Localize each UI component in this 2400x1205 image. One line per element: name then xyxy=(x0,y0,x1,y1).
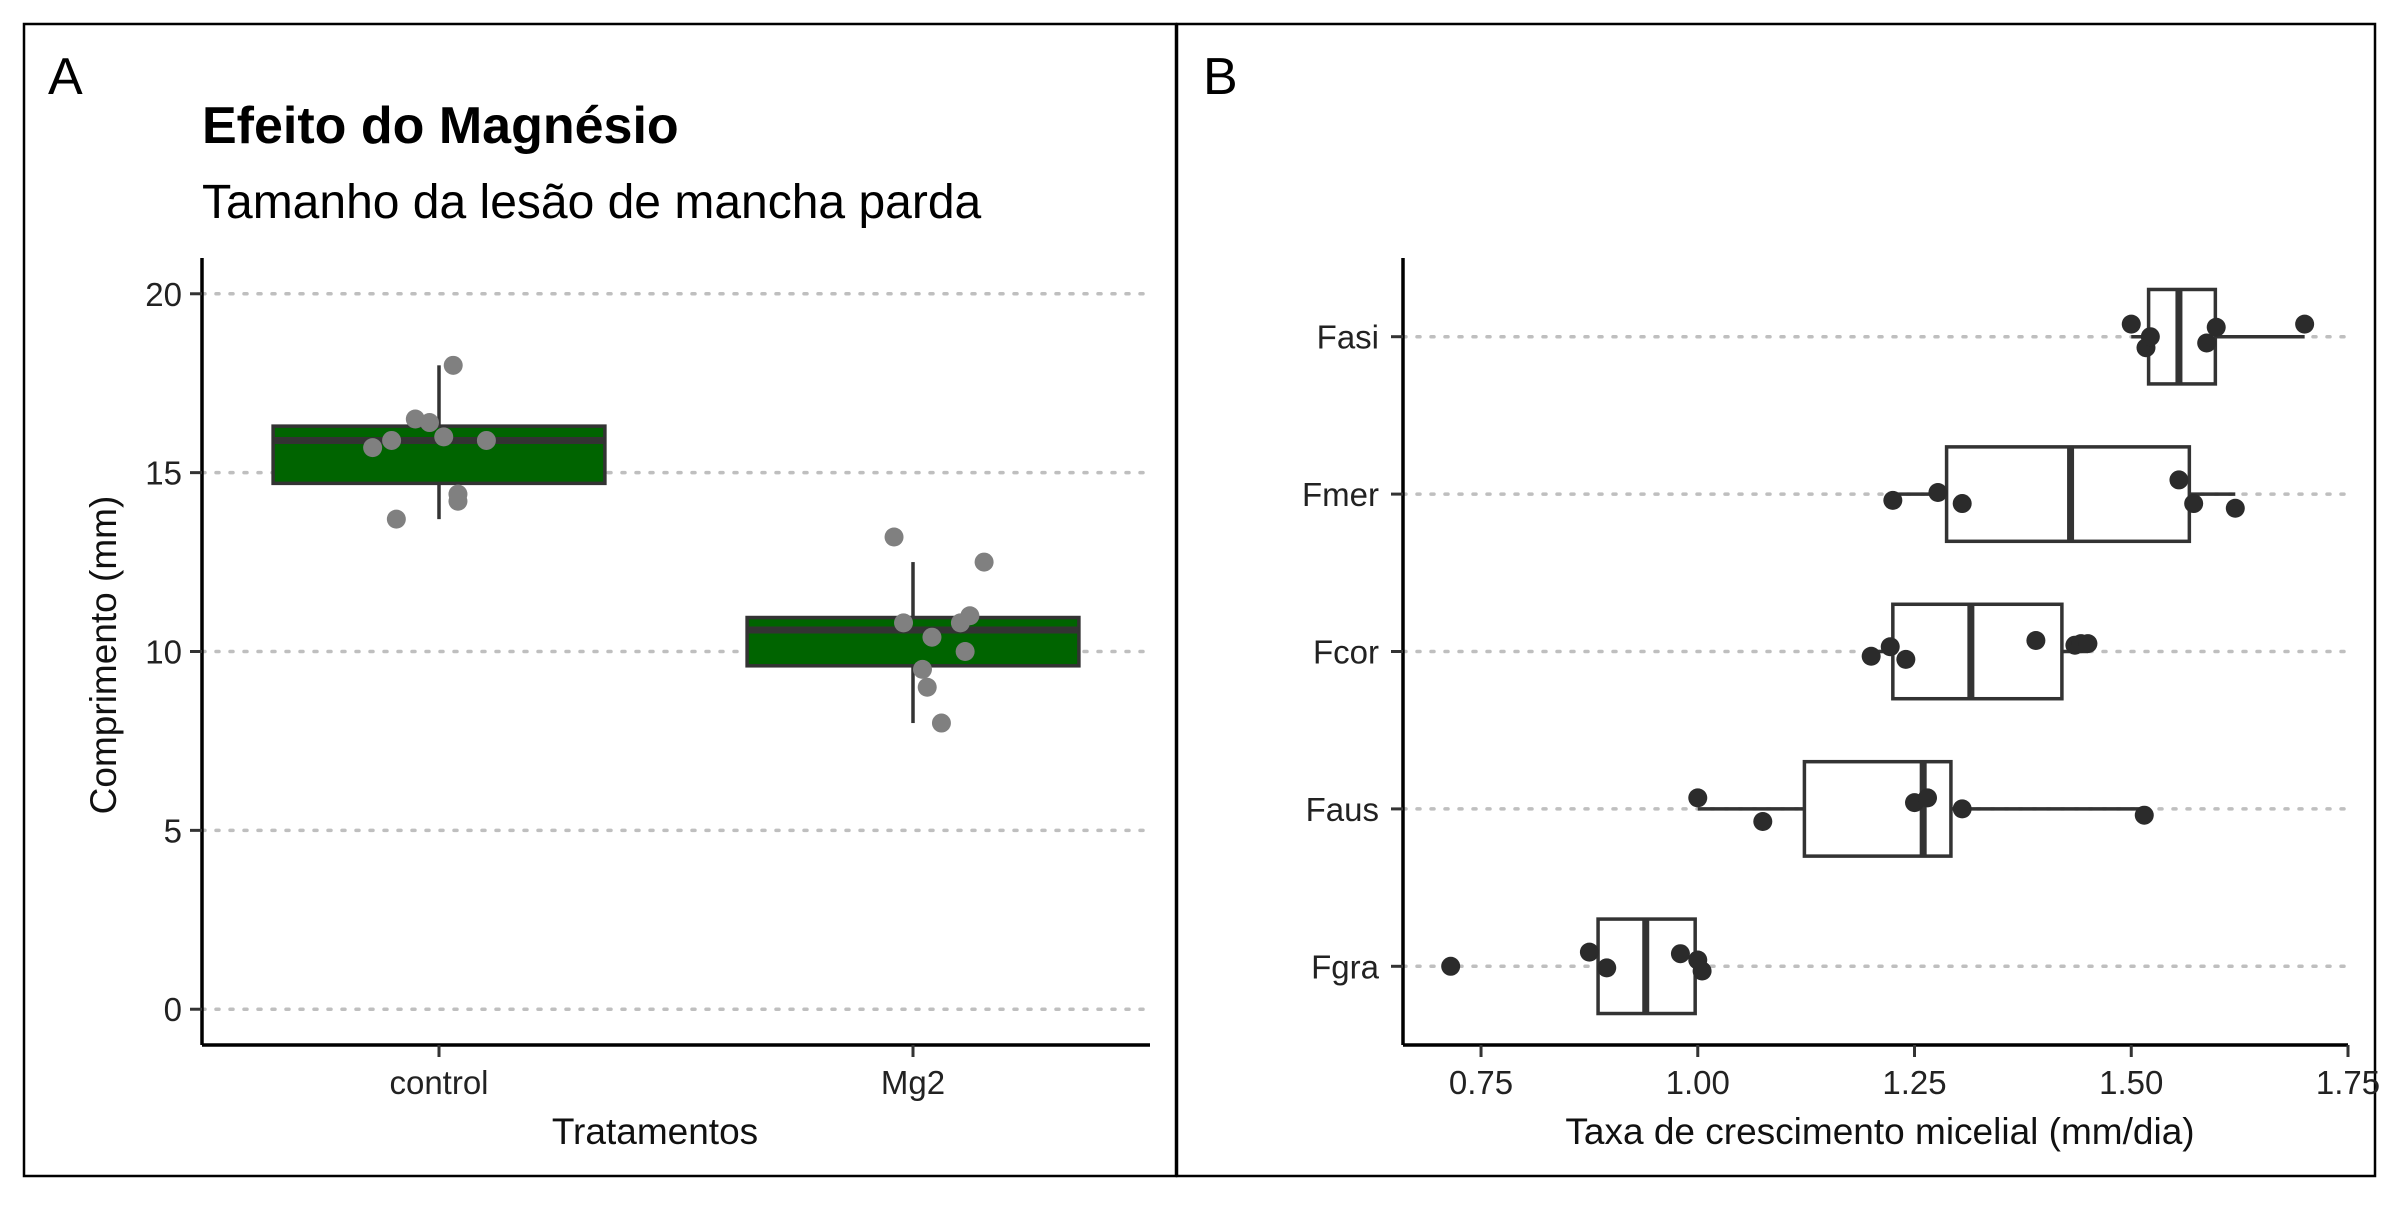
b-x-axis-title: Taxa de crescimento micelial (mm/dia) xyxy=(1565,1111,2194,1152)
b-data-point xyxy=(1579,942,1599,962)
a-data-point xyxy=(382,430,402,450)
a-data-point xyxy=(955,642,975,661)
a-jitter-points xyxy=(363,355,994,733)
a-x-ticks: control Mg2 xyxy=(389,1045,945,1101)
a-data-point xyxy=(894,613,914,633)
panel-a-tag: A xyxy=(48,48,83,106)
b-box xyxy=(1802,759,1953,858)
b-x-tick-label: 1.00 xyxy=(1666,1064,1730,1101)
a-y-tick-label: 20 xyxy=(145,276,182,313)
b-data-point xyxy=(1753,811,1773,831)
b-y-tick-label: Fgra xyxy=(1311,948,1380,985)
b-points xyxy=(1441,314,2315,981)
b-data-point xyxy=(2225,498,2245,518)
panel-b-tag: B xyxy=(1203,48,1238,106)
b-data-point xyxy=(2134,805,2154,825)
b-data-point xyxy=(1883,490,1903,510)
b-box xyxy=(1891,602,2064,701)
a-data-point xyxy=(448,491,468,511)
a-data-point xyxy=(405,409,425,429)
a-y-tick-label: 15 xyxy=(145,455,182,492)
panel-b-border xyxy=(1175,22,2377,1178)
b-data-point xyxy=(1670,944,1690,964)
a-data-point xyxy=(386,509,406,529)
chart-a-subtitle: Tamanho da lesão de mancha parda xyxy=(202,176,982,229)
b-y-tick-label: Fasi xyxy=(1317,319,1379,356)
a-data-point xyxy=(434,427,454,447)
b-data-point xyxy=(1918,788,1938,808)
b-data-point xyxy=(1441,956,1461,976)
b-x-tick-label: 1.75 xyxy=(2316,1064,2380,1101)
a-data-point xyxy=(363,438,383,458)
panel-b: B Fasi Fmer Fcor Faus Fgra 0.75 1.00 1.25 1.50 1… xyxy=(1175,22,2380,1178)
b-data-point xyxy=(1692,961,1712,981)
a-y-tick-label: 0 xyxy=(164,991,182,1028)
a-data-point xyxy=(917,677,937,697)
b-data-point xyxy=(2140,327,2160,347)
b-x-tick-label: 1.25 xyxy=(1882,1064,1946,1101)
b-data-point xyxy=(2206,317,2226,337)
b-data-point xyxy=(2121,314,2141,334)
b-data-point xyxy=(2026,630,2046,650)
a-x-tick-label: Mg2 xyxy=(881,1064,945,1101)
b-y-tick-label: Fcor xyxy=(1313,634,1379,671)
b-data-point xyxy=(1880,637,1900,657)
a-data-point xyxy=(950,613,970,633)
a-data-point xyxy=(974,552,994,572)
b-y-tick-label: Faus xyxy=(1306,791,1379,828)
b-y-tick-label: Fmer xyxy=(1302,476,1379,513)
b-data-point xyxy=(1952,494,1972,514)
b-data-point xyxy=(2169,470,2189,490)
b-data-point xyxy=(1952,799,1972,819)
b-x-tick-label: 1.50 xyxy=(2099,1064,2163,1101)
b-data-point xyxy=(1928,483,1948,503)
a-y-axis-title: Comprimento (mm) xyxy=(83,496,124,815)
b-data-point xyxy=(2078,634,2098,654)
a-data-point xyxy=(884,527,904,547)
a-x-tick-label: control xyxy=(389,1064,488,1101)
a-data-point xyxy=(912,659,932,679)
b-data-point xyxy=(2197,333,2217,353)
a-data-point xyxy=(922,627,942,647)
b-x-tick-label: 0.75 xyxy=(1449,1064,1513,1101)
b-data-point xyxy=(1861,646,1881,666)
a-data-point xyxy=(931,713,951,733)
chart-a-title: Efeito do Magnésio xyxy=(202,97,679,155)
b-data-point xyxy=(2184,494,2204,514)
b-data-point xyxy=(2295,314,2315,334)
a-y-tick-label: 10 xyxy=(145,634,182,671)
b-data-point xyxy=(1688,788,1708,808)
b-x-ticks: 0.75 1.00 1.25 1.50 1.75 xyxy=(1449,1045,2380,1101)
a-y-ticks: 0 5 10 15 20 xyxy=(145,276,202,1028)
a-data-point xyxy=(420,413,440,433)
a-x-axis-title: Tratamentos xyxy=(552,1111,758,1152)
a-box xyxy=(745,615,1081,668)
panel-a: A Efeito do Magnésio Tamanho da lesão de… xyxy=(22,22,1178,1178)
b-data-point xyxy=(1597,958,1617,978)
a-y-tick-label: 5 xyxy=(164,812,182,849)
b-y-ticks: Fasi Fmer Fcor Faus Fgra xyxy=(1302,319,1403,985)
a-data-point xyxy=(443,355,463,375)
b-data-point xyxy=(1896,649,1916,669)
a-data-point xyxy=(476,430,496,450)
